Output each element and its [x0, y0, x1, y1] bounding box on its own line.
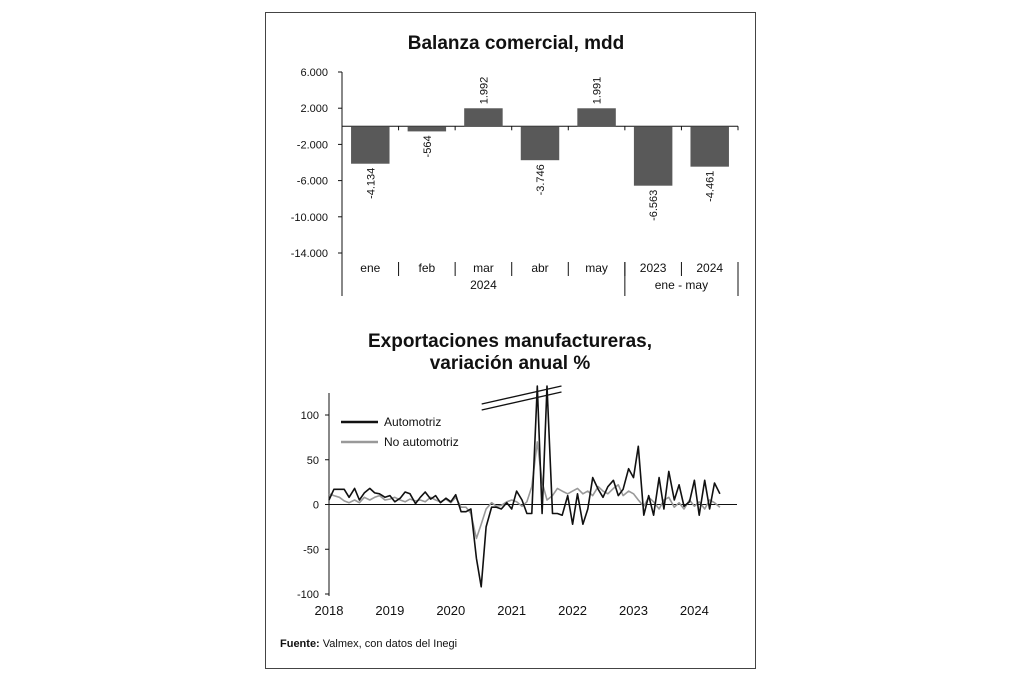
chart1-data-label: -4.134 [365, 168, 377, 199]
chart1-category-label: abr [531, 261, 548, 275]
chart1-data-label: 1.992 [478, 77, 490, 105]
chart1-y-tick-label: 6.000 [300, 67, 328, 79]
chart1-bar [690, 126, 729, 167]
chart1-category-label: ene [360, 261, 380, 275]
chart1-data-label: -6.563 [648, 190, 660, 221]
chart1-title: Balanza comercial, mdd [408, 33, 624, 54]
chart1-bar [520, 126, 560, 161]
chart1-group-label: ene - may [655, 278, 708, 292]
chart1-category-label: 2024 [696, 261, 723, 275]
chart1-bar [464, 108, 503, 127]
chart1-data-label: -4.461 [705, 171, 717, 202]
chart1-y-tick-label: -2.000 [297, 139, 328, 151]
chart1-bar [407, 126, 447, 132]
chart1-category-label: mar [473, 261, 494, 275]
chart1-bar [577, 108, 616, 127]
chart1-data-label: -3.746 [535, 164, 547, 195]
chart1-y-tick-label: -10.000 [291, 212, 328, 224]
chart1-data-label: -564 [422, 135, 434, 157]
source-text: Valmex, con datos del Inegi [319, 638, 458, 650]
chart1-bar [633, 126, 673, 186]
chart1-y-tick-label: -14.000 [291, 248, 328, 260]
source-note: Fuente: Valmex, con datos del Inegi [280, 638, 457, 650]
chart1-category-label: 2023 [640, 261, 667, 275]
trade-balance-chart: Balanza comercial, mdd 6.000 2.000 -2.000 -… [291, 33, 739, 296]
chart1-group-label: 2024 [470, 278, 497, 292]
chart1-data-label: 1.991 [592, 77, 604, 105]
source-label: Fuente: [280, 638, 320, 650]
chart1-category-label: may [585, 261, 608, 275]
chart1-y-tick-label: -6.000 [297, 176, 328, 188]
chart1-y-tick-label: 2.000 [300, 103, 328, 115]
chart1-bar [351, 126, 390, 164]
chart1-category-label: feb [419, 261, 436, 275]
